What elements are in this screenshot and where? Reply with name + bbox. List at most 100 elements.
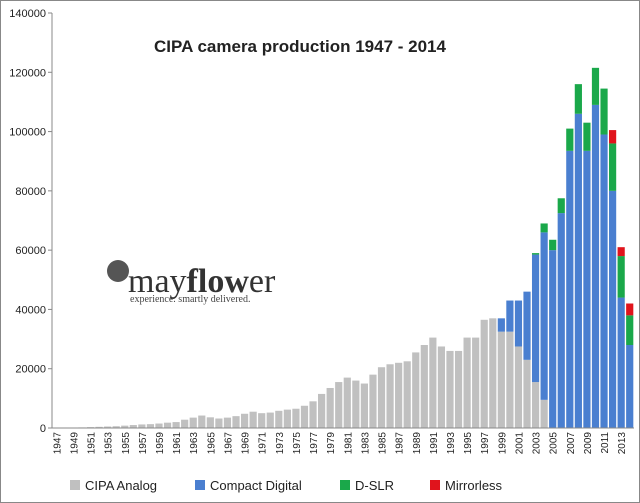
y-tick-label: 0	[40, 423, 46, 435]
bar-segment	[318, 393, 326, 428]
bar-segment	[275, 410, 283, 428]
legend-swatch	[195, 480, 205, 490]
bar-segment	[514, 300, 523, 347]
bar-segment	[531, 254, 540, 383]
bar-segment	[531, 382, 540, 428]
bar-segment	[249, 411, 257, 428]
y-tick-label: 120000	[9, 67, 46, 79]
bar-segment	[523, 359, 531, 428]
bar-segment	[386, 364, 394, 428]
x-tick-label: 2001	[514, 432, 525, 455]
bar-segment	[181, 419, 189, 428]
bar-segment	[617, 247, 625, 257]
bar-segment	[129, 425, 137, 428]
bar-segment	[489, 318, 497, 428]
bar-segment	[352, 380, 360, 428]
x-tick-label: 1981	[343, 432, 354, 455]
bar-segment	[480, 319, 488, 428]
bar-segment	[112, 426, 120, 428]
y-tick-label: 40000	[15, 304, 46, 316]
x-tick-label: 2007	[566, 432, 577, 455]
x-tick-label: 1983	[360, 432, 371, 455]
bar-segment	[549, 250, 557, 428]
logo-icon	[107, 260, 129, 282]
bar-segment	[138, 424, 146, 428]
bar-segment	[557, 213, 565, 428]
bar-segment	[377, 367, 386, 428]
bar-segment	[609, 130, 617, 144]
bar-segment	[146, 424, 155, 428]
bar-segment	[549, 239, 557, 251]
bar-segment	[163, 422, 172, 428]
logo-part: may	[128, 263, 187, 300]
bar-segment	[369, 374, 377, 428]
x-tick-label: 1999	[497, 432, 508, 455]
bar-segment	[300, 405, 309, 428]
legend-label: CIPA Analog	[85, 478, 157, 493]
bar-segment	[309, 401, 317, 428]
bar-segment	[189, 417, 197, 428]
bar-segment	[412, 352, 420, 428]
legend-label: D-SLR	[355, 478, 394, 493]
bar-segment	[609, 190, 617, 428]
bar-segment	[566, 150, 574, 428]
bar-segment	[121, 425, 129, 428]
bar-segment	[240, 413, 249, 428]
bar-segment	[258, 413, 266, 428]
bar-segment	[531, 253, 540, 255]
bar-segment	[523, 291, 531, 360]
bar-segment	[472, 337, 480, 428]
logo-text: mayflower	[128, 263, 276, 300]
x-tick-label: 1949	[69, 432, 80, 455]
x-tick-label: 1959	[155, 432, 166, 455]
bar-segment	[540, 223, 548, 233]
bar-segment	[574, 113, 582, 429]
x-tick-label: 1989	[412, 432, 423, 455]
bar-segment	[223, 417, 232, 428]
bar-segment	[420, 345, 428, 428]
bar-segment	[591, 104, 600, 429]
bar-segment	[540, 399, 548, 428]
bar-segment	[540, 232, 548, 400]
x-tick-label: 1975	[292, 432, 303, 455]
bar-segment	[437, 346, 446, 428]
x-tick-label: 2003	[532, 432, 543, 455]
bar-segment	[617, 256, 625, 298]
bar-segment	[104, 426, 112, 428]
x-tick-label: 1955	[121, 432, 132, 455]
bar-segment	[206, 417, 214, 428]
bar-segment	[292, 408, 300, 428]
bar-segment	[283, 409, 291, 428]
bar-segment	[198, 415, 206, 428]
bar-segment	[395, 362, 403, 428]
x-tick-label: 2013	[617, 432, 628, 455]
y-tick-label: 100000	[9, 127, 46, 139]
bar-segment	[514, 346, 523, 428]
bar-segment	[172, 422, 180, 428]
x-tick-label: 1957	[138, 432, 149, 455]
x-tick-label: 1973	[275, 432, 286, 455]
x-tick-label: 1963	[189, 432, 200, 455]
bar-segment	[446, 350, 454, 428]
x-tick-label: 1979	[326, 432, 337, 455]
x-tick-label: 1965	[206, 432, 217, 455]
bar-segment	[403, 361, 411, 428]
bar-segment	[626, 303, 634, 316]
legend-label: Mirrorless	[445, 478, 503, 493]
bar-segment	[463, 337, 471, 428]
bar-segment	[95, 426, 103, 428]
x-tick-label: 1969	[241, 432, 252, 455]
x-tick-label: 1985	[378, 432, 389, 455]
bar-segment	[583, 150, 591, 428]
x-tick-label: 1951	[87, 432, 98, 455]
bar-segment	[591, 67, 600, 105]
x-tick-label: 1953	[104, 432, 115, 455]
bar-segment	[617, 297, 625, 428]
x-tick-label: 2011	[600, 432, 611, 454]
bar-segment	[266, 412, 274, 428]
bar-segment	[360, 383, 368, 428]
bar-segment	[566, 128, 574, 151]
legend-swatch	[340, 480, 350, 490]
x-tick-label: 2009	[583, 432, 594, 455]
